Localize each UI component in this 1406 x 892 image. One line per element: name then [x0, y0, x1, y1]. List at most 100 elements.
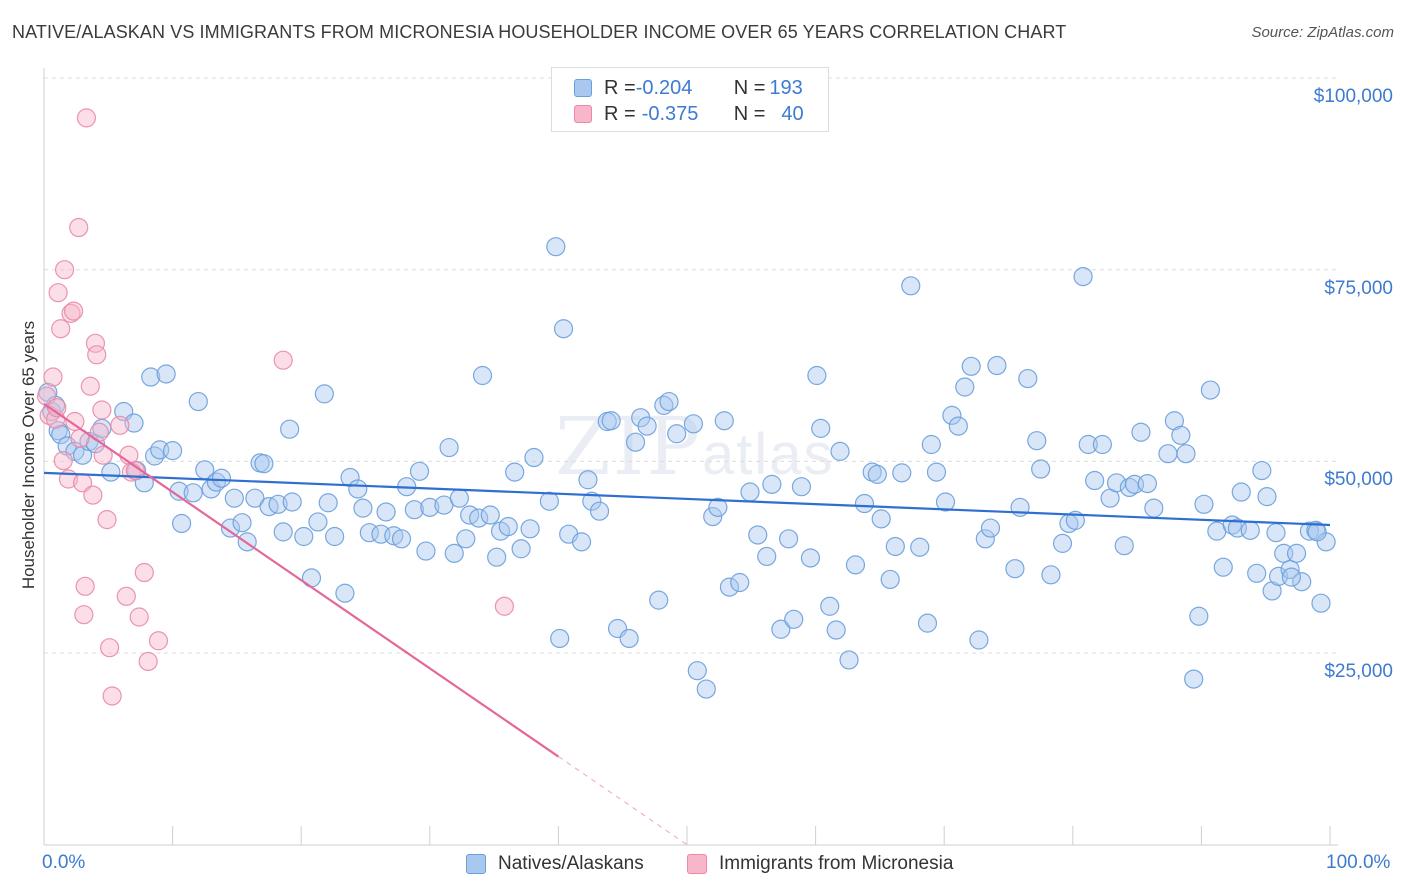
data-point	[649, 590, 669, 610]
data-point	[654, 395, 674, 415]
data-point	[687, 661, 707, 681]
data-point	[92, 400, 112, 420]
data-point	[703, 506, 723, 527]
data-point	[1144, 498, 1164, 518]
data-point	[48, 283, 68, 303]
data-point	[885, 536, 905, 557]
stats-n-value: 193	[769, 76, 803, 99]
data-point	[325, 526, 345, 547]
data-point	[384, 526, 404, 546]
data-point	[268, 494, 288, 514]
legend-swatch-micronesia	[687, 854, 707, 874]
data-point	[910, 537, 930, 557]
data-point	[308, 512, 328, 532]
data-point	[51, 424, 71, 445]
data-point	[340, 467, 360, 488]
data-point	[935, 492, 956, 512]
data-point	[416, 541, 436, 561]
data-point	[224, 488, 244, 508]
data-point	[800, 548, 821, 568]
data-point	[1194, 494, 1214, 514]
data-point	[1005, 559, 1025, 579]
data-point	[163, 441, 183, 461]
data-point	[619, 628, 639, 649]
data-point	[404, 500, 424, 520]
data-point	[61, 303, 81, 323]
data-point	[353, 498, 373, 518]
stats-r-label: R =	[604, 76, 636, 99]
data-point	[138, 651, 158, 672]
data-point	[439, 437, 459, 458]
data-point	[1073, 266, 1093, 287]
data-point	[917, 613, 938, 633]
data-point	[1252, 460, 1272, 481]
data-point	[578, 470, 598, 490]
data-point	[348, 479, 368, 499]
y-axis-label: Householder Income Over 65 years	[19, 320, 38, 590]
data-point	[391, 529, 412, 549]
data-point	[449, 488, 469, 508]
x-tick-label-min: 0.0%	[42, 852, 86, 873]
data-point	[880, 569, 900, 590]
data-point	[708, 497, 728, 517]
data-point	[520, 519, 540, 539]
data-point	[826, 620, 846, 640]
stats-n-label: N =	[733, 76, 766, 99]
stats-n-value: 40	[781, 102, 804, 125]
data-point	[1286, 543, 1307, 563]
data-point	[589, 501, 610, 521]
legend-item-micronesia[interactable]: Immigrants from Micronesia	[687, 853, 953, 875]
trend-line-extension	[558, 756, 688, 846]
data-point	[762, 474, 782, 494]
data-point	[87, 345, 107, 365]
data-point	[1027, 431, 1047, 451]
data-point	[1307, 522, 1327, 542]
data-point	[74, 605, 94, 625]
stats-swatch-natives	[574, 79, 592, 97]
data-point	[1292, 572, 1312, 592]
stats-legend: R = -0.204 N = 193 R = -0.375 N = 40	[551, 67, 829, 132]
data-point	[124, 413, 144, 433]
data-point	[76, 108, 97, 128]
data-point	[1031, 459, 1051, 479]
y-tick-label: $25,000	[1324, 661, 1393, 683]
data-point	[987, 355, 1007, 376]
data-point	[93, 445, 113, 465]
data-point	[1257, 487, 1277, 507]
data-point	[472, 365, 493, 386]
data-point	[1176, 444, 1196, 464]
data-point	[1158, 444, 1178, 464]
data-point	[901, 276, 921, 296]
data-point	[110, 415, 130, 435]
data-point	[1041, 565, 1061, 585]
data-point	[220, 518, 241, 538]
data-point	[211, 468, 232, 488]
data-point	[172, 513, 192, 534]
data-point	[730, 572, 750, 593]
data-point	[926, 462, 947, 482]
data-point	[409, 461, 430, 481]
data-point	[942, 405, 962, 425]
data-point	[69, 217, 89, 238]
data-point	[83, 485, 103, 505]
data-point	[54, 260, 75, 280]
data-point	[273, 522, 293, 542]
x-tick-label-max: 100.0%	[1326, 852, 1391, 873]
stats-row-micronesia: R = -0.375 N = 40	[574, 100, 804, 128]
data-point	[582, 491, 602, 511]
source-credit: Source: ZipAtlas.com	[1251, 24, 1394, 41]
legend-label-natives: Natives/Alaskans	[498, 853, 644, 874]
data-point	[1119, 477, 1139, 498]
data-point	[125, 460, 145, 481]
data-point	[99, 638, 120, 658]
data-point	[498, 516, 518, 537]
data-point	[1131, 422, 1151, 442]
data-point	[102, 686, 122, 706]
data-point	[820, 596, 840, 616]
data-point	[232, 513, 252, 533]
data-point	[539, 491, 559, 511]
legend-item-natives[interactable]: Natives/Alaskans	[466, 853, 644, 875]
data-point	[335, 583, 355, 603]
data-point	[784, 609, 804, 629]
